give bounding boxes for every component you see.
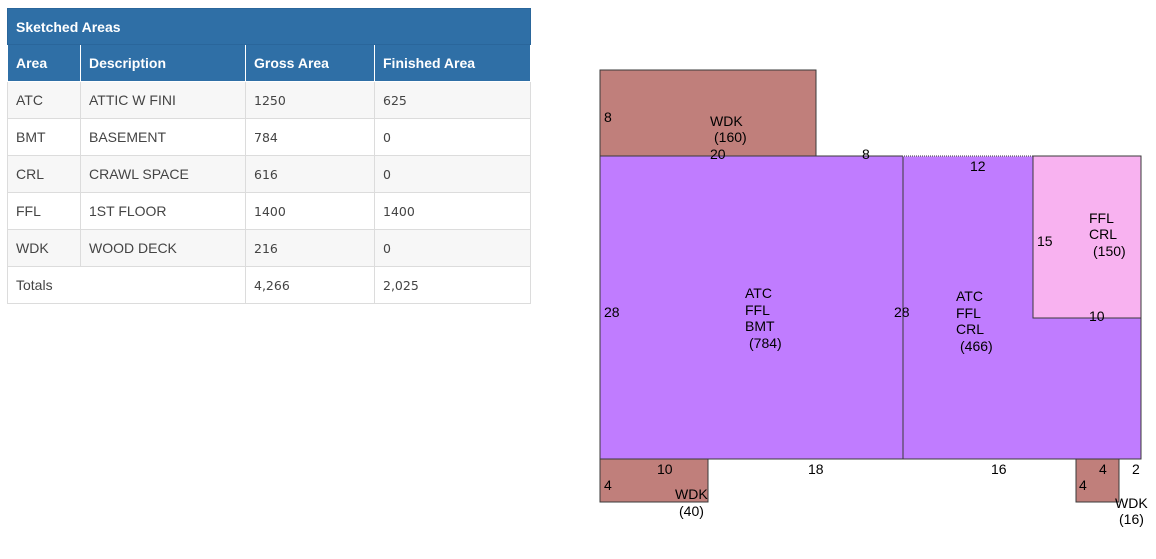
gross-area-value: 1250 [245,81,375,119]
area-description: BASEMENT [80,118,246,156]
top-deck-area: (160) [714,129,747,145]
bottom-left-deck-dim-top: 10 [657,461,673,477]
sketched-areas-table: Sketched Areas Area Description Gross Ar… [6,8,532,304]
left-block-dim-right: 28 [894,304,910,320]
area-code: BMT [7,118,81,156]
crawl-block-shape [1032,155,1142,319]
left-block-dim-left: 28 [604,304,620,320]
bottom-right-deck-shape [1075,458,1120,503]
gross-area-value: 216 [245,229,375,267]
top-deck-label: WDK [710,113,743,129]
area-description: CRAWL SPACE [80,155,246,193]
table-row: WDK WOOD DECK 216 0 [7,229,532,267]
crawl-block-label-1: FFL [1089,210,1114,226]
finished-area-value: 0 [373,118,532,156]
table-row: FFL 1ST FLOOR 1400 1400 [7,192,532,230]
bottom-right-deck-area: (16) [1119,511,1144,527]
crawl-block-area: (150) [1093,243,1126,259]
area-code: ATC [7,81,81,119]
right-block-label-1: ATC [956,288,983,304]
right-block-label-2: FFL [956,305,981,321]
area-description: ATTIC W FINI [80,81,246,119]
totals-finished-area: 2,025 [373,266,532,304]
gross-area-value: 616 [245,155,375,193]
bottom-left-deck-label: WDK [675,486,708,502]
finished-area-value: 625 [373,81,532,119]
bottom-right-deck-dim-top: 4 [1099,461,1107,477]
bottom-left-deck-area: (40) [679,503,704,519]
right-block-dim-bottom: 16 [991,461,1007,477]
left-block-dim-bottom: 18 [808,461,824,477]
totals-gross-area: 4,266 [245,266,375,304]
bottom-left-deck-shape [599,458,709,503]
top-deck-dim-bottom: 20 [710,146,726,162]
bottom-right-deck-dim-right: 2 [1132,461,1140,477]
right-block-area: (466) [960,338,993,354]
finished-area-value: 0 [373,155,532,193]
right-block-label-3: CRL [956,321,984,337]
finished-area-value: 1400 [373,192,532,230]
crawl-block-label-2: CRL [1089,226,1117,242]
table-caption: Sketched Areas [6,8,532,45]
left-block-label-2: FFL [745,302,770,318]
finished-area-value: 0 [373,229,532,267]
top-gap-dim: 8 [862,146,870,162]
area-code: FFL [7,192,81,230]
right-block-dim-top: 12 [970,158,986,174]
top-deck-dim-left: 8 [604,109,612,125]
left-block-shape [599,155,904,460]
gross-area-value: 1400 [245,192,375,230]
column-header-finished-area: Finished Area [373,44,532,82]
table-row: ATC ATTIC W FINI 1250 625 [7,81,532,119]
bottom-right-deck-dim-left: 4 [1079,477,1087,493]
crawl-block-dim-bottom: 10 [1089,308,1105,324]
totals-row: Totals 4,266 2,025 [7,266,532,304]
table-row: CRL CRAWL SPACE 616 0 [7,155,532,193]
column-header-gross-area: Gross Area [245,44,375,82]
left-block-area: (784) [749,335,782,351]
area-description: WOOD DECK [80,229,246,267]
bottom-left-deck-dim-left: 4 [604,477,612,493]
bottom-right-deck-label: WDK [1115,495,1148,511]
left-block-label-1: ATC [745,285,772,301]
crawl-block-dim-left: 15 [1037,233,1053,249]
gross-area-value: 784 [245,118,375,156]
left-block-label-3: BMT [745,318,775,334]
top-deck-shape [599,69,817,157]
table-row: BMT BASEMENT 784 0 [7,118,532,156]
